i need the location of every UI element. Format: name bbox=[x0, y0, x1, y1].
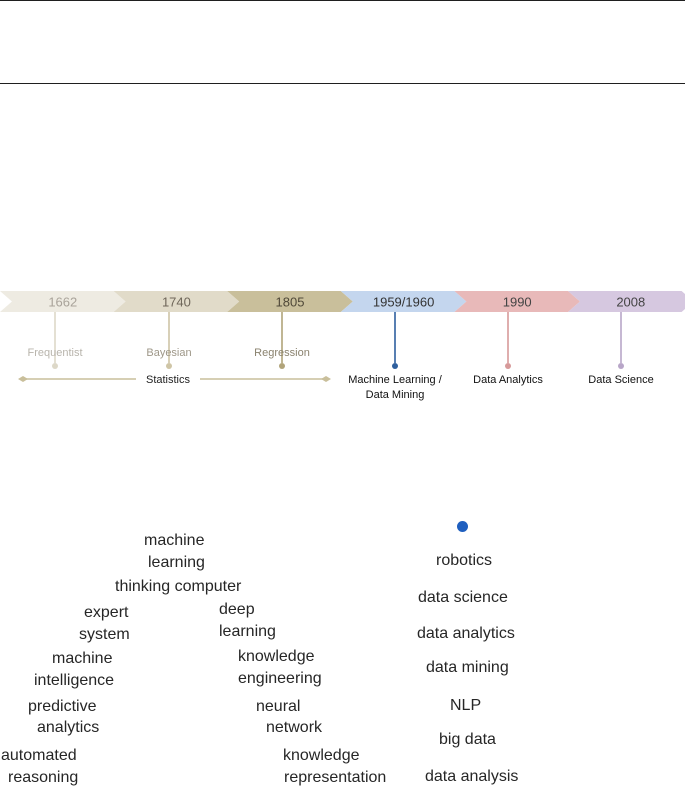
left-term: thinking computer bbox=[115, 578, 242, 595]
timeline-year: 1990 bbox=[503, 295, 532, 310]
timeline-phase-label-line2: Data Mining bbox=[366, 389, 425, 401]
left-term: intelligence bbox=[34, 672, 115, 689]
top-rule bbox=[0, 0, 685, 1]
left-term: predictive bbox=[28, 698, 97, 715]
timeline-phase-label: Frequentist bbox=[27, 347, 82, 359]
right-term: big data bbox=[439, 731, 496, 748]
left-term: network bbox=[266, 719, 323, 736]
left-term: knowledge bbox=[283, 747, 360, 764]
timeline-chevron bbox=[0, 291, 126, 312]
timeline-chevron bbox=[568, 291, 685, 312]
right-term: data analysis bbox=[425, 768, 519, 785]
left-term: neural bbox=[256, 698, 301, 715]
right-term: NLP bbox=[450, 697, 482, 714]
timeline-marker bbox=[279, 363, 285, 369]
statistics-span-end-left bbox=[18, 376, 28, 382]
left-term: machine bbox=[52, 650, 113, 667]
right-term: data analytics bbox=[417, 625, 515, 642]
timeline-phase-label: Regression bbox=[254, 347, 310, 359]
timeline-phase-label: Data Analytics bbox=[473, 374, 543, 386]
history-timeline: 1662 Frequentist 1740 Bayesian 1805 Regressio… bbox=[0, 291, 685, 401]
left-term: learning bbox=[219, 623, 276, 640]
timeline-marker bbox=[618, 363, 624, 369]
timeline-chevron bbox=[454, 291, 580, 312]
timeline-chevron bbox=[340, 291, 467, 312]
left-term: system bbox=[79, 626, 130, 643]
timeline-marker bbox=[52, 363, 58, 369]
header-rule bbox=[0, 83, 685, 84]
left-term: expert bbox=[84, 604, 129, 621]
left-term: reasoning bbox=[8, 769, 79, 786]
right-term: data mining bbox=[426, 659, 509, 676]
timeline-chevron bbox=[113, 291, 240, 312]
timeline-year: 1805 bbox=[276, 295, 305, 310]
left-term: representation bbox=[284, 769, 387, 786]
left-term: machine bbox=[144, 532, 205, 549]
timeline-phase-label: Bayesian bbox=[146, 347, 191, 359]
timeline-year: 2008 bbox=[616, 295, 645, 310]
timeline-phase-label: Machine Learning / bbox=[348, 374, 443, 386]
right-term: robotics bbox=[436, 552, 493, 569]
left-term: engineering bbox=[238, 670, 322, 687]
timeline-chevron bbox=[227, 291, 353, 312]
timeline-marker bbox=[392, 363, 398, 369]
timeline-year: 1959/1960 bbox=[373, 295, 434, 310]
left-term: analytics bbox=[37, 719, 100, 736]
left-term: knowledge bbox=[238, 648, 315, 665]
left-term: deep bbox=[219, 601, 255, 618]
statistics-span-label: Statistics bbox=[146, 374, 191, 386]
timeline-year: 1662 bbox=[48, 295, 77, 310]
timeline-marker bbox=[505, 363, 511, 369]
left-term: learning bbox=[148, 554, 205, 571]
timeline-phase-label: Data Science bbox=[588, 374, 653, 386]
timeline-year: 1740 bbox=[162, 295, 191, 310]
timeline-marker bbox=[166, 363, 172, 369]
right-term: data science bbox=[418, 589, 508, 606]
blue-dot-marker bbox=[457, 521, 468, 532]
left-term: automated bbox=[1, 747, 77, 764]
statistics-span-end-right bbox=[321, 376, 331, 382]
